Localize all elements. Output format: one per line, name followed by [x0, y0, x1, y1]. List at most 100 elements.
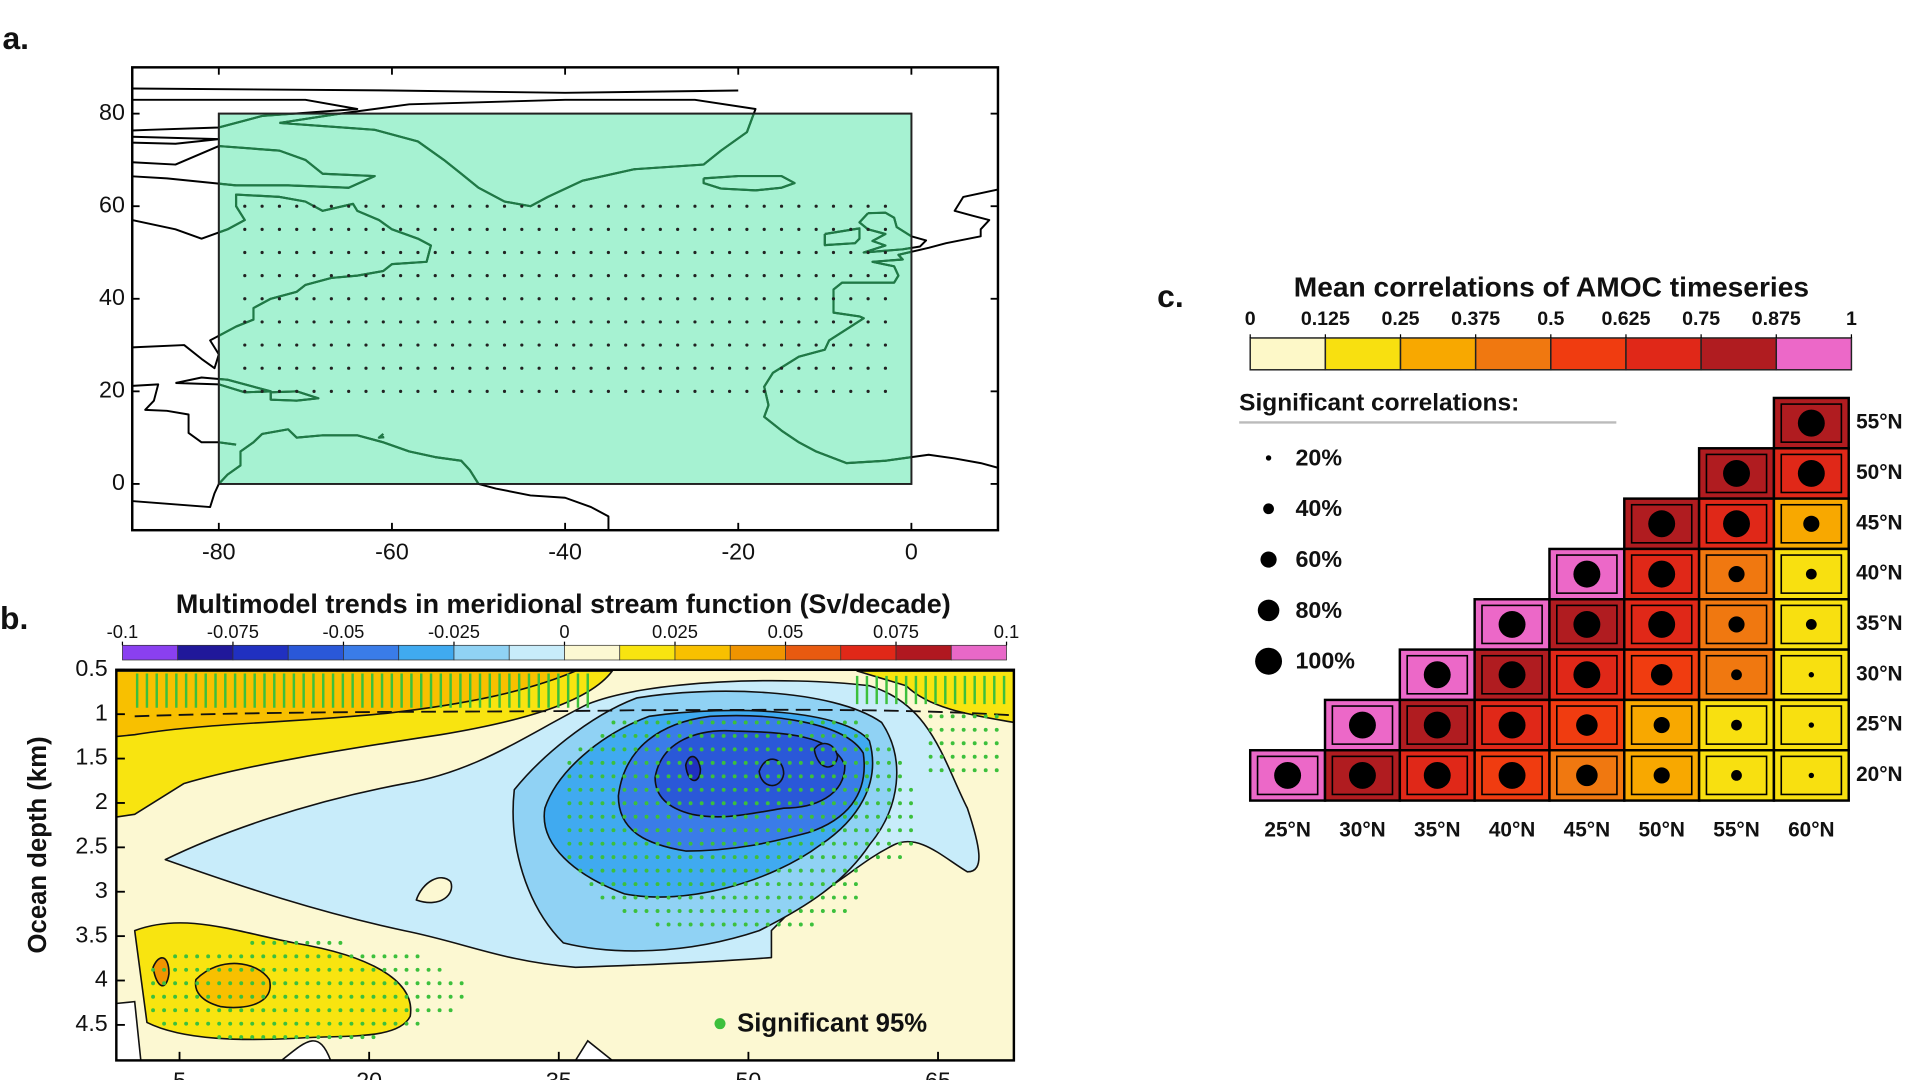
significance-dot — [798, 841, 803, 846]
sample-dot — [572, 297, 576, 301]
panel-label: b. — [0, 600, 28, 636]
significance-dot — [239, 994, 244, 999]
sample-dot — [762, 389, 766, 393]
significance-dot — [820, 720, 825, 725]
significance-dot — [699, 720, 704, 725]
matrix-cell-inner — [1406, 705, 1469, 745]
sample-dot — [676, 297, 680, 301]
sample-dot — [416, 274, 420, 278]
sample-dot — [589, 389, 593, 393]
colorbar-label: 0.125 — [1301, 308, 1350, 330]
significance-dot — [426, 967, 431, 972]
sample-dot — [779, 204, 784, 208]
significance-dot — [578, 855, 583, 860]
colorbar-label: 0 — [559, 621, 569, 642]
significance-dot — [721, 909, 726, 913]
significance-dot — [611, 747, 616, 752]
y-tick-label: 0.5 — [75, 655, 107, 681]
y-tick-label: 50°N — [1856, 461, 1902, 484]
significance-dot — [459, 994, 464, 999]
significance-dot — [393, 981, 398, 986]
significance-dot — [437, 994, 442, 999]
significance-dot — [754, 733, 759, 738]
significance-dot — [206, 954, 211, 959]
significance-dot — [994, 754, 999, 759]
significance-dot — [898, 828, 902, 833]
significance-dot — [206, 1021, 211, 1026]
sample-dot — [485, 204, 489, 208]
significance-dot — [655, 841, 660, 846]
significance-dot — [721, 868, 726, 873]
significance-dot — [415, 967, 420, 972]
significance-dot — [294, 1035, 299, 1040]
y-tick-label: 2 — [95, 788, 108, 814]
significance-dot — [721, 787, 726, 792]
significance-dot — [633, 855, 638, 860]
significance-dot — [261, 1008, 266, 1013]
significance-dot — [853, 828, 858, 833]
sample-dot — [727, 389, 732, 393]
sample-dot — [624, 250, 628, 255]
sample-dot — [347, 343, 351, 347]
significance-dot — [688, 841, 693, 846]
coastline — [269, 390, 320, 402]
matrix-cell-inner — [1780, 453, 1843, 494]
sample-dot — [606, 320, 610, 324]
significance-dot — [393, 1021, 398, 1026]
significance-dot — [699, 855, 704, 860]
significance-dot — [195, 1021, 200, 1026]
significance-dot — [754, 814, 759, 819]
sample-dot — [260, 320, 264, 324]
significance-dot — [250, 1021, 255, 1026]
sample-dot — [554, 320, 559, 324]
sample-dot — [537, 227, 541, 231]
significance-dot — [754, 855, 759, 860]
significance-dot — [184, 1021, 189, 1026]
significance-dot — [217, 1021, 222, 1026]
sample-dot — [381, 343, 385, 347]
sample-dot — [295, 204, 299, 208]
sample-dot — [329, 227, 333, 231]
legend-dot — [1265, 455, 1272, 461]
significance-dot — [622, 855, 627, 860]
significance-dot — [622, 909, 627, 913]
sample-dot — [710, 274, 714, 278]
sample-dot — [329, 204, 333, 208]
significance-dot — [972, 727, 977, 732]
significance-dot — [876, 747, 880, 752]
significance-dot — [765, 774, 770, 779]
significance-dot — [195, 954, 200, 959]
sample-dot — [520, 366, 524, 370]
significance-dot — [765, 909, 770, 913]
y-tick-label: 20 — [99, 376, 125, 402]
sample-dot — [364, 366, 368, 370]
sample-dot — [849, 389, 853, 393]
significance-dot — [578, 747, 583, 752]
significance-dot — [382, 994, 387, 999]
significance-dot — [655, 922, 660, 927]
significance-dot — [567, 841, 572, 846]
significance-dot — [776, 720, 781, 725]
significance-dot — [173, 1021, 178, 1026]
colorbar-swatch — [1474, 337, 1552, 371]
sample-dot — [883, 204, 888, 208]
significance-dot — [677, 801, 682, 806]
significance-dot — [699, 787, 704, 792]
significance-dot — [666, 922, 671, 927]
legend-label: Significant 95% — [737, 1010, 927, 1038]
significance-dot — [633, 760, 638, 765]
sample-dot — [693, 204, 697, 208]
sample-dot — [277, 250, 282, 255]
significance-dot — [831, 841, 836, 846]
coastline — [377, 433, 385, 439]
significance-dot — [283, 1035, 288, 1040]
sample-dot — [606, 227, 610, 231]
significance-dot — [776, 787, 781, 792]
sample-dot — [312, 320, 316, 324]
significance-dot — [864, 801, 869, 806]
sample-dot — [243, 250, 247, 255]
sample-dot — [243, 204, 247, 208]
significance-dot — [898, 774, 902, 779]
significance-dot — [721, 747, 726, 752]
significance-dot — [928, 741, 933, 746]
